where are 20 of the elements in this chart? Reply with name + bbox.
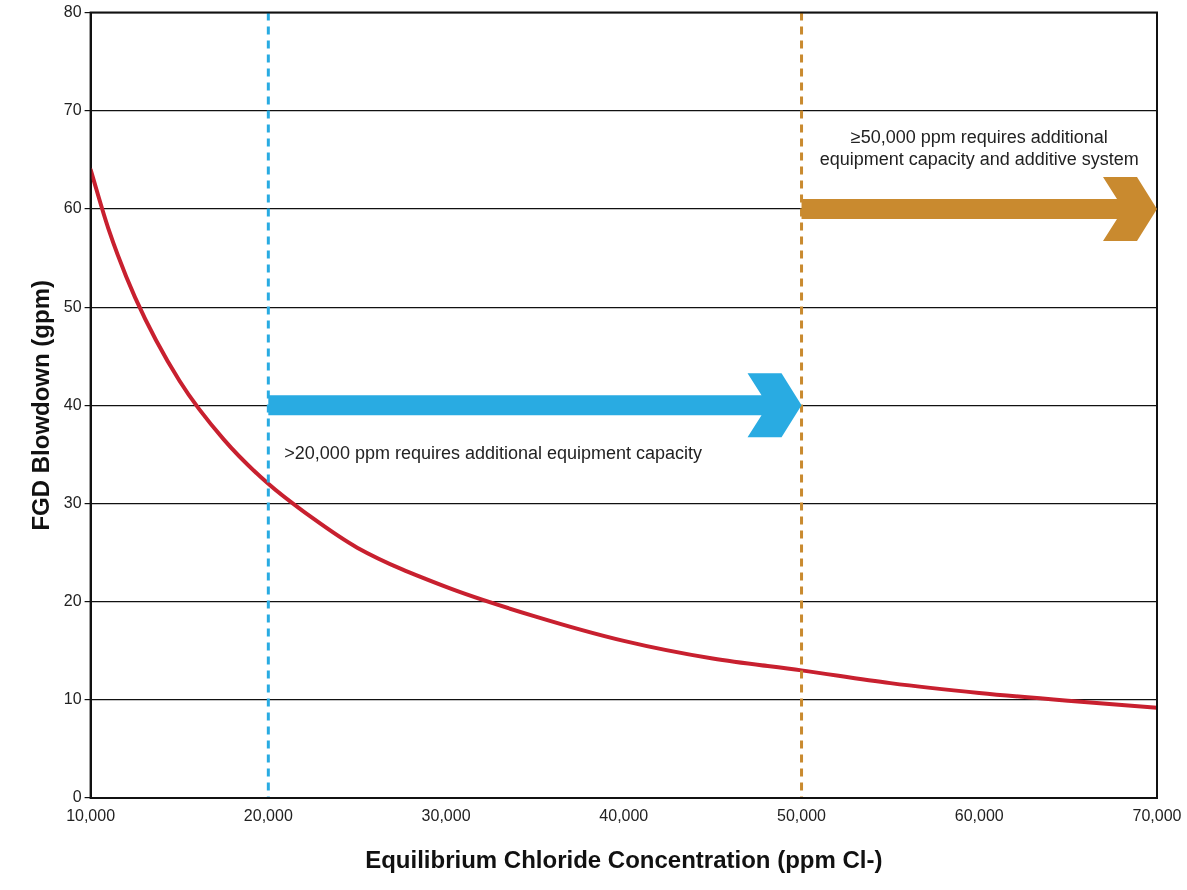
y-tick-label: 30 bbox=[63, 493, 82, 511]
x-tick-label: 70,000 bbox=[1132, 807, 1182, 825]
y-tick-label: 0 bbox=[72, 788, 82, 806]
y-tick-label: 40 bbox=[63, 395, 82, 413]
y-tick-label: 70 bbox=[63, 101, 82, 119]
y-tick-label: 20 bbox=[63, 592, 82, 610]
x-tick-label: 40,000 bbox=[599, 807, 649, 825]
y-tick-label: 50 bbox=[63, 297, 82, 315]
y-axis-title: FGD Blowdown (gpm) bbox=[27, 279, 55, 531]
y-tick-label: 80 bbox=[63, 3, 82, 21]
y-tick-label: 60 bbox=[63, 199, 82, 217]
x-axis-title: Equilibrium Chloride Concentration (ppm Cl-) bbox=[365, 846, 883, 874]
x-tick-label: 20,000 bbox=[243, 807, 293, 825]
x-tick-label: 60,000 bbox=[954, 807, 1004, 825]
y-tick-label: 10 bbox=[63, 690, 82, 708]
annotation: >20,000 ppm requires additional equipment capacity bbox=[284, 443, 703, 464]
x-tick-label: 10,000 bbox=[66, 807, 116, 825]
annotation: ≥50,000 ppm requires additional equipment capacity and additive system bbox=[819, 126, 1139, 169]
x-tick-label: 30,000 bbox=[421, 807, 471, 825]
x-tick-label: 50,000 bbox=[777, 807, 827, 825]
